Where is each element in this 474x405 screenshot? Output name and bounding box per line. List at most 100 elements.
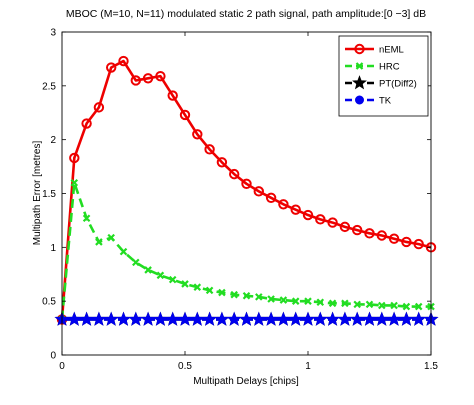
point-hrc-13-stroke-b	[218, 288, 226, 297]
point-tk-27	[386, 311, 402, 326]
point-hrc-2	[82, 214, 91, 223]
point-tk-18	[275, 311, 291, 326]
point-hrc-3-stroke-b	[95, 238, 103, 246]
point-hrc-18-stroke-b	[279, 296, 288, 304]
point-hrc-23-stroke-b	[341, 299, 349, 308]
series-line-neml	[60, 59, 432, 320]
point-neml-7	[142, 73, 154, 84]
point-hrc-11	[193, 283, 202, 291]
point-hrc-6-stroke-b	[132, 258, 140, 267]
point-neml-15	[241, 178, 252, 190]
point-neml-3	[93, 102, 105, 113]
point-tk-4	[103, 311, 119, 326]
point-tk-21	[312, 311, 328, 326]
point-tk-8	[152, 311, 168, 326]
point-hrc-17-stroke-b	[267, 295, 275, 303]
point-hrc-4-stroke-b	[107, 233, 115, 242]
legend-label: PT(Diff2)	[379, 79, 417, 90]
point-tk-15	[239, 311, 254, 326]
point-hrc-3	[95, 238, 103, 246]
chart-title: MBOC (M=10, N=11) modulated static 2 pat…	[66, 8, 426, 20]
legend-label: HRC	[379, 62, 400, 73]
point-neml-28	[401, 236, 412, 248]
point-tk-12	[202, 311, 218, 326]
point-hrc-16-stroke-b	[255, 293, 263, 301]
point-hrc-12	[205, 286, 214, 295]
point-neml-2	[81, 118, 92, 129]
point-tk-26	[374, 311, 390, 326]
point-tk-22	[325, 311, 341, 326]
point-hrc-1	[70, 178, 79, 187]
legend-label: TK	[379, 96, 392, 107]
point-tk-11	[189, 311, 205, 326]
point-hrc-1-stroke-b	[70, 178, 79, 187]
x-tick-label: 1.5	[424, 361, 438, 372]
point-hrc-26-stroke-b	[378, 301, 386, 310]
y-tick-label: 1	[50, 243, 56, 254]
point-hrc-19	[291, 297, 300, 305]
point-hrc-29	[414, 302, 423, 311]
point-hrc-27-stroke-b	[390, 301, 398, 310]
point-hrc-6	[132, 258, 140, 267]
point-neml-22	[327, 217, 338, 228]
point-neml-13	[216, 157, 228, 168]
legend: nEML HRC PT(Diff2) TK	[338, 35, 429, 117]
point-hrc-28-stroke-b	[402, 302, 411, 311]
point-neml-18	[278, 199, 289, 210]
point-tk-19	[288, 311, 304, 326]
point-neml-12	[204, 144, 215, 155]
point-neml-11	[192, 129, 203, 140]
point-hrc-7-stroke-b	[144, 266, 152, 274]
point-tk-25	[362, 311, 377, 326]
point-neml-14	[229, 168, 240, 180]
point-hrc-12-stroke-b	[205, 286, 214, 295]
point-neml-6	[130, 75, 142, 86]
point-neml-25	[364, 228, 375, 239]
point-hrc-5-stroke-b	[119, 247, 128, 256]
point-hrc-9-stroke-b	[168, 275, 177, 284]
y-tick-label: 2	[50, 135, 56, 146]
point-hrc-29-stroke-b	[414, 302, 423, 311]
point-neml-1	[69, 152, 80, 164]
point-hrc-15-stroke-b	[242, 292, 251, 300]
point-hrc-9	[168, 275, 177, 284]
point-tk-28	[398, 311, 414, 326]
axes: 0 0.5 1 1.5 0 0.5 1 1.5 2 2.5 3	[42, 28, 438, 373]
series-tk	[54, 311, 439, 326]
point-hrc-18	[279, 296, 288, 304]
y-tick-label: 3	[50, 28, 56, 39]
point-tk-9	[165, 311, 181, 326]
legend-marker-pt-diff2	[352, 75, 367, 90]
point-tk-7	[140, 311, 156, 326]
point-hrc-4	[107, 233, 115, 242]
point-hrc-8-stroke-b	[156, 271, 165, 280]
legend-marker-hrc	[355, 62, 364, 70]
point-hrc-19-stroke-b	[291, 297, 300, 305]
point-hrc-13	[218, 288, 226, 297]
point-tk-1	[66, 311, 82, 326]
point-hrc-14	[230, 290, 238, 299]
legend-entry-tk: TK	[345, 95, 392, 107]
point-neml-23	[339, 221, 351, 233]
point-hrc-21-stroke-b	[316, 298, 325, 307]
point-neml-5	[118, 55, 129, 67]
point-tk-20	[300, 311, 316, 326]
point-hrc-23	[341, 299, 349, 308]
legend-marker-neml	[354, 43, 365, 55]
point-tk-3	[91, 311, 107, 326]
point-neml-4	[106, 62, 117, 73]
point-hrc-22-stroke-b	[328, 299, 337, 308]
point-hrc-15	[242, 292, 251, 300]
point-tk-13	[214, 311, 230, 326]
y-tick-label: 2.5	[42, 81, 56, 92]
point-tk-29	[411, 311, 427, 326]
point-hrc-10-stroke-b	[181, 280, 189, 288]
point-tk-17	[263, 311, 279, 326]
x-tick-label: 0	[59, 361, 65, 372]
point-hrc-25	[365, 300, 374, 309]
point-neml-10	[179, 109, 191, 121]
point-hrc-22	[328, 299, 337, 308]
point-neml-29	[413, 238, 424, 250]
point-hrc-2-stroke-b	[82, 214, 91, 223]
point-neml-24	[352, 224, 363, 236]
